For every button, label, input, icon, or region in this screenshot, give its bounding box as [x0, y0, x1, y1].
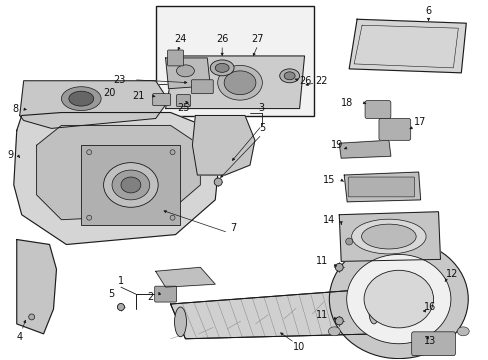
FancyBboxPatch shape — [378, 118, 410, 140]
Ellipse shape — [117, 303, 124, 310]
Text: 6: 6 — [425, 6, 431, 16]
Ellipse shape — [86, 150, 92, 155]
Ellipse shape — [170, 215, 175, 220]
Polygon shape — [165, 58, 210, 89]
Text: 1: 1 — [118, 276, 124, 286]
Text: 24: 24 — [174, 34, 186, 44]
Text: 17: 17 — [414, 117, 426, 127]
Text: 15: 15 — [323, 175, 335, 185]
Text: 27: 27 — [251, 34, 264, 44]
Text: 5: 5 — [258, 123, 264, 134]
Ellipse shape — [392, 230, 404, 239]
Ellipse shape — [361, 224, 415, 249]
Ellipse shape — [103, 163, 158, 207]
Ellipse shape — [335, 264, 343, 271]
Text: 12: 12 — [445, 269, 458, 279]
Ellipse shape — [121, 177, 141, 193]
Text: 16: 16 — [424, 302, 436, 312]
Polygon shape — [170, 289, 378, 339]
Ellipse shape — [29, 314, 35, 320]
Polygon shape — [348, 19, 466, 73]
FancyBboxPatch shape — [191, 80, 213, 94]
Text: 7: 7 — [229, 222, 236, 233]
Text: 2: 2 — [147, 292, 154, 302]
Ellipse shape — [368, 300, 378, 324]
Ellipse shape — [279, 69, 299, 83]
FancyBboxPatch shape — [154, 286, 176, 302]
Ellipse shape — [284, 72, 294, 80]
Ellipse shape — [69, 91, 94, 106]
Text: 26: 26 — [299, 76, 311, 86]
Text: 5: 5 — [108, 289, 114, 299]
Text: 8: 8 — [13, 104, 19, 113]
Ellipse shape — [328, 239, 468, 359]
Ellipse shape — [61, 87, 101, 111]
FancyBboxPatch shape — [365, 100, 390, 118]
Ellipse shape — [215, 63, 229, 72]
Text: 13: 13 — [424, 336, 436, 346]
Bar — [155, 6, 314, 116]
Polygon shape — [339, 212, 440, 261]
Ellipse shape — [174, 307, 186, 337]
Bar — [81, 145, 180, 225]
Polygon shape — [17, 239, 56, 334]
Ellipse shape — [224, 71, 255, 95]
Text: 3: 3 — [258, 103, 264, 113]
Polygon shape — [14, 113, 220, 244]
Text: 19: 19 — [330, 140, 343, 150]
Text: 20: 20 — [102, 88, 115, 98]
Polygon shape — [339, 140, 390, 158]
Ellipse shape — [351, 219, 425, 254]
FancyBboxPatch shape — [152, 94, 170, 105]
Ellipse shape — [176, 65, 194, 77]
Ellipse shape — [112, 170, 149, 200]
FancyBboxPatch shape — [347, 177, 414, 197]
Text: 22: 22 — [314, 76, 327, 86]
Ellipse shape — [214, 178, 222, 186]
Text: 14: 14 — [323, 215, 335, 225]
FancyBboxPatch shape — [167, 50, 183, 66]
Text: 26: 26 — [216, 34, 228, 44]
Polygon shape — [344, 172, 420, 202]
Text: 11: 11 — [316, 310, 328, 320]
Ellipse shape — [217, 66, 262, 100]
Text: 9: 9 — [8, 150, 14, 160]
Ellipse shape — [86, 215, 92, 220]
Text: 23: 23 — [113, 75, 125, 85]
Ellipse shape — [170, 150, 175, 155]
FancyBboxPatch shape — [411, 332, 454, 356]
Ellipse shape — [328, 327, 340, 336]
Polygon shape — [20, 81, 168, 129]
Text: 25: 25 — [177, 103, 189, 113]
Polygon shape — [192, 116, 254, 175]
Text: 11: 11 — [316, 256, 328, 266]
Polygon shape — [37, 125, 200, 220]
Ellipse shape — [210, 60, 234, 76]
Text: 18: 18 — [340, 98, 353, 108]
Ellipse shape — [117, 303, 124, 310]
FancyBboxPatch shape — [176, 95, 190, 107]
Text: 4: 4 — [17, 332, 23, 342]
Ellipse shape — [364, 270, 433, 328]
Ellipse shape — [345, 238, 352, 245]
Text: 21: 21 — [132, 91, 145, 101]
Text: 10: 10 — [293, 342, 305, 352]
Ellipse shape — [346, 255, 450, 344]
Polygon shape — [165, 56, 304, 109]
Ellipse shape — [456, 327, 468, 336]
Polygon shape — [155, 267, 215, 287]
Ellipse shape — [335, 317, 343, 325]
